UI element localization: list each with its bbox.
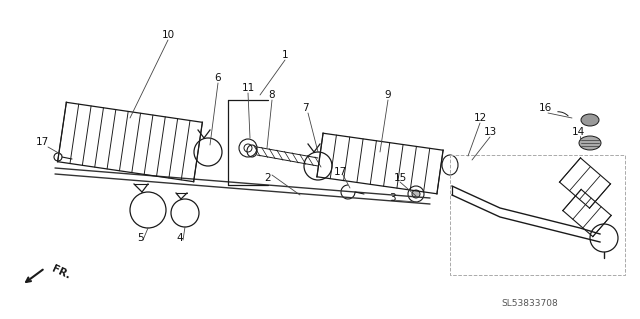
Text: 14: 14 (572, 127, 584, 137)
Circle shape (412, 190, 420, 198)
Text: 3: 3 (388, 193, 396, 203)
Text: 2: 2 (265, 173, 271, 183)
Text: 4: 4 (177, 233, 183, 243)
Text: 17: 17 (333, 167, 347, 177)
Text: 15: 15 (394, 173, 406, 183)
Text: FR.: FR. (50, 263, 72, 281)
Text: 17: 17 (35, 137, 49, 147)
Text: 7: 7 (301, 103, 308, 113)
Ellipse shape (579, 136, 601, 150)
Text: 16: 16 (538, 103, 552, 113)
Text: 13: 13 (483, 127, 497, 137)
Text: SL53833708: SL53833708 (502, 300, 558, 308)
Text: 8: 8 (269, 90, 275, 100)
Text: 1: 1 (282, 50, 288, 60)
Text: 6: 6 (214, 73, 221, 83)
Text: 5: 5 (137, 233, 143, 243)
Text: 11: 11 (241, 83, 255, 93)
Ellipse shape (581, 114, 599, 126)
Text: 10: 10 (161, 30, 175, 40)
Text: 12: 12 (474, 113, 486, 123)
Text: 9: 9 (385, 90, 391, 100)
